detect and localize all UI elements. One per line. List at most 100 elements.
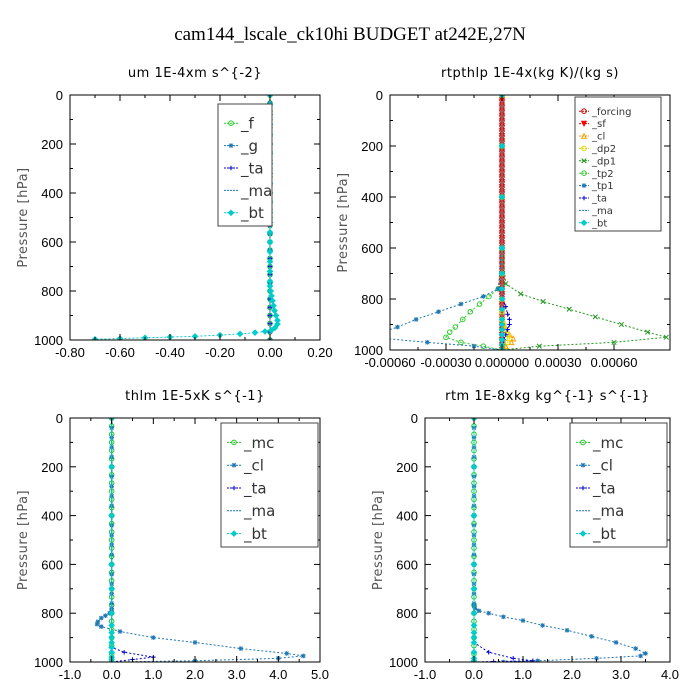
legend-item-forcing: _forcing (579, 107, 632, 118)
legend-item-dp1: _dp1 (579, 156, 616, 167)
legend-label: _bt (592, 525, 616, 544)
legend-label: _dp2 (591, 144, 616, 155)
y-tick-label: 200 (41, 137, 63, 152)
legend-label: _mc (243, 434, 274, 453)
data-point (121, 649, 127, 655)
x-tick-label: -0.00030 (420, 355, 471, 370)
legend-marker (579, 530, 587, 537)
legend-marker (581, 170, 587, 176)
data-point (643, 651, 648, 656)
plot-area (94, 418, 306, 662)
series-tp2 (443, 95, 505, 350)
data-point (540, 623, 545, 628)
data-point (395, 324, 400, 330)
data-point (638, 653, 643, 659)
series-line (445, 95, 503, 350)
x-tick-label: -0.00060 (364, 355, 415, 370)
data-point (103, 613, 108, 618)
data-point (460, 316, 466, 323)
legend-label: _ta (240, 159, 264, 178)
legend-label: _ta (591, 194, 607, 205)
plot-area (470, 418, 648, 662)
plot-area (369, 95, 669, 350)
data-point (369, 335, 374, 340)
legend-item-ta: _ta (576, 479, 616, 498)
x-tick-label: 0.00 (257, 345, 282, 360)
legend-item-cl: _cl (579, 132, 605, 143)
data-point (192, 640, 198, 645)
y-tick-label: 200 (361, 139, 383, 154)
legend-label: _g (240, 137, 258, 156)
y-tick-label: 200 (41, 460, 63, 475)
data-point (502, 342, 509, 349)
legend-marker (230, 530, 238, 537)
data-point (251, 329, 259, 336)
y-tick-label: 1000 (34, 333, 63, 348)
panel-title: thlm 1E-5xK s^{-1} (125, 389, 265, 404)
data-point (470, 639, 478, 646)
data-point (498, 193, 506, 201)
data-point (413, 317, 419, 322)
data-point (501, 614, 506, 620)
data-point (284, 651, 289, 656)
data-point (663, 334, 669, 340)
legend-item-cl: _cl (576, 457, 613, 476)
data-point (266, 258, 274, 265)
legend-label: _dp1 (591, 156, 616, 167)
data-point (470, 512, 478, 519)
x-tick-label: -0.60 (105, 345, 135, 360)
data-point (536, 343, 542, 349)
legend-item-ma: _ma (576, 502, 624, 521)
legend-marker (581, 145, 587, 152)
legend-label: _ma (243, 502, 275, 521)
x-tick-label: 0.00060 (591, 355, 638, 370)
legend-marker (231, 462, 237, 468)
data-point (95, 619, 101, 625)
legend-marker (231, 485, 237, 491)
data-point (151, 635, 156, 640)
plot-frame (69, 94, 321, 341)
data-point (498, 285, 506, 293)
data-point (266, 248, 274, 256)
data-point (486, 610, 491, 616)
data-point (236, 330, 244, 338)
data-point (498, 295, 506, 303)
data-point (108, 463, 115, 471)
data-point (495, 286, 501, 292)
y-tick-label: 0 (56, 88, 63, 103)
data-point (613, 640, 619, 645)
legend-item-bt: _bt (579, 218, 607, 229)
series-line (111, 418, 154, 662)
panel-1: um 1E-4xm s^{-2} Pressure [hPa] 0 200 400 600… (16, 66, 333, 360)
legend: _f _g _ta _ma _bt (217, 103, 273, 227)
data-point (481, 294, 486, 299)
data-point (94, 621, 100, 627)
y-axis-label: Pressure [hPa] (16, 167, 31, 267)
legend-item-ta: _ta (227, 479, 267, 498)
data-point (446, 329, 453, 335)
series-tp1 (369, 95, 505, 350)
data-point (503, 281, 509, 287)
data-point (592, 314, 598, 320)
legend-item-ma: _ma (224, 182, 272, 201)
legend-label: _f (240, 115, 255, 134)
x-tick-label: -1.0 (59, 667, 81, 682)
legend: _mc _cl _ta _ma _bt (569, 422, 668, 548)
x-tick-label: 4.0 (269, 667, 287, 682)
series-ta (109, 418, 156, 662)
data-point (504, 339, 511, 346)
series-line (473, 418, 533, 662)
data-point (261, 328, 269, 335)
panel-3: thlm 1E-5xK s^{-1} Pressure [hPa] 0 200 400 6… (16, 389, 329, 682)
x-tick-label: -1.0 (414, 667, 436, 682)
y-tick-label: 0 (56, 411, 63, 426)
data-point (271, 324, 279, 332)
legend-label: _sf (591, 119, 606, 130)
data-point (503, 304, 509, 309)
y-tick-label: 800 (41, 606, 63, 621)
data-point (108, 585, 115, 593)
data-point (266, 228, 274, 236)
legend-marker (581, 195, 587, 201)
legend-label: _ta (243, 479, 267, 498)
